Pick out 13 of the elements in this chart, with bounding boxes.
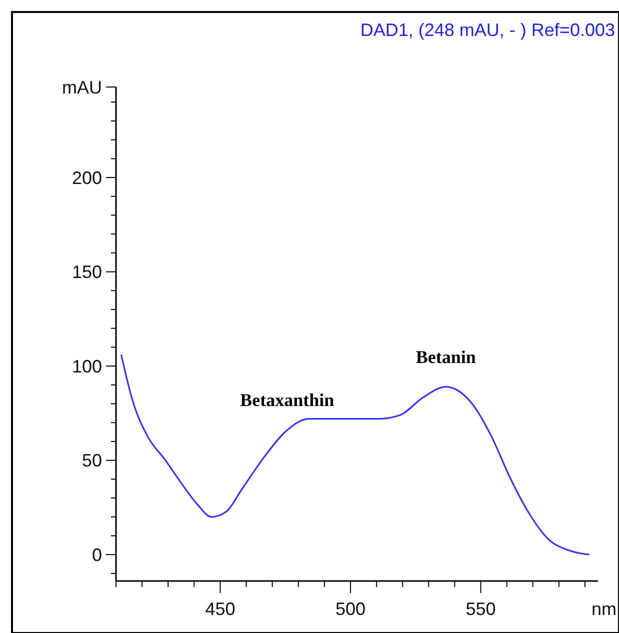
x-tick-label: 550 bbox=[466, 599, 496, 619]
annotation: Betanin bbox=[416, 346, 476, 367]
y-tick-label: mAU bbox=[62, 77, 102, 98]
x-tick-label: 450 bbox=[205, 599, 236, 619]
chart-title: DAD1, (248 mAU, - ) Ref=0.003 bbox=[360, 20, 615, 40]
x-axis-title: nm bbox=[591, 599, 617, 619]
annotation: Betaxanthin bbox=[240, 390, 334, 410]
y-tick-label: 0 bbox=[92, 544, 102, 565]
y-tick-label: 50 bbox=[82, 450, 102, 471]
y-tick-label: 150 bbox=[72, 262, 102, 282]
y-tick-label: 200 bbox=[72, 168, 102, 188]
x-tick-label: 500 bbox=[335, 599, 366, 619]
y-tick-label: 100 bbox=[72, 356, 102, 376]
